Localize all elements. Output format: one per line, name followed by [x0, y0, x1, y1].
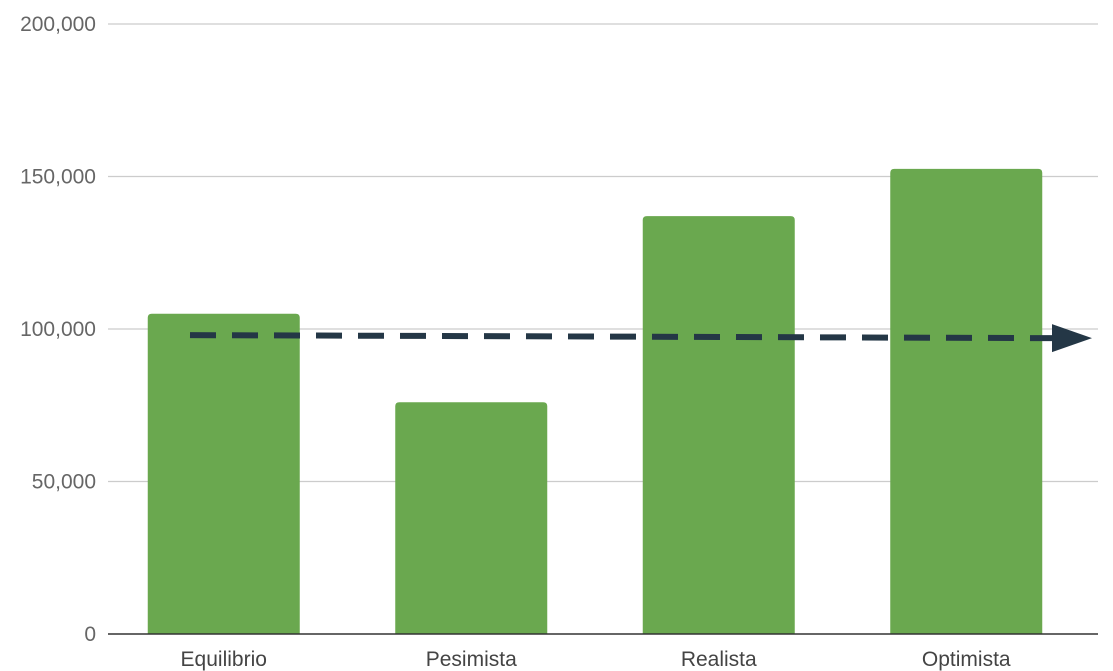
x-category-label: Pesimista	[426, 648, 517, 671]
y-tick-label: 50,000	[32, 471, 96, 494]
x-category-label: Optimista	[922, 648, 1011, 671]
bar-equilibrio	[147, 313, 300, 634]
bars	[147, 168, 1043, 634]
reference-dashed-line	[189, 332, 1053, 342]
x-category-label: Realista	[681, 648, 757, 671]
reference-arrowhead	[1052, 324, 1092, 353]
y-tick-label: 150,000	[20, 166, 96, 189]
reference-line-layer	[189, 324, 1092, 353]
bar-pesimista	[395, 402, 548, 634]
y-tick-label: 100,000	[20, 318, 96, 341]
y-axis-ticks: 0 50,000 100,000 150,000 200,000	[20, 13, 96, 646]
x-axis-categories: Equilibrio Pesimista Realista Optimista	[181, 648, 1011, 671]
y-tick-label: 0	[84, 623, 96, 646]
x-category-label: Equilibrio	[181, 648, 267, 671]
bar-realista	[642, 216, 795, 634]
bar-optimista	[890, 168, 1043, 634]
y-tick-label: 200,000	[20, 13, 96, 36]
